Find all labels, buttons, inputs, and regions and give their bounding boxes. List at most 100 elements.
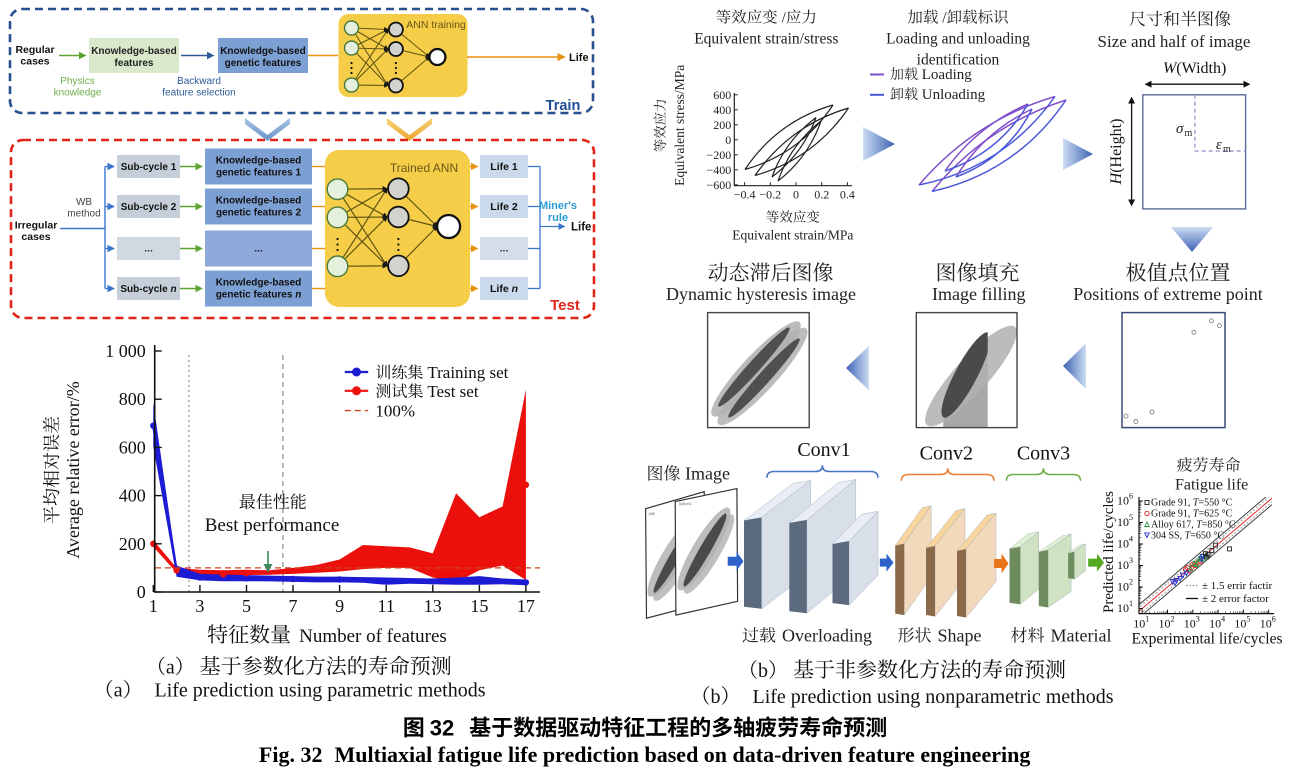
svg-text:−200: −200 (707, 148, 732, 162)
svg-text:−0.2: −0.2 (759, 188, 781, 202)
svg-text:Life: Life (569, 52, 589, 64)
svg-text:0.4: 0.4 (840, 188, 855, 202)
svg-text:800: 800 (119, 389, 146, 409)
svg-text:Irregular: Irregular (15, 220, 58, 232)
svg-text:5: 5 (1246, 615, 1250, 624)
svg-text:Positions of extreme point: Positions of extreme point (1073, 284, 1262, 304)
svg-text:10: 10 (1117, 537, 1129, 551)
svg-text:Backward: Backward (177, 76, 221, 87)
svg-text:b: b (711, 686, 721, 708)
svg-text:feature selection: feature selection (162, 88, 235, 99)
svg-text:3: 3 (195, 596, 204, 616)
svg-text:genetic features: genetic features (216, 290, 295, 301)
svg-text:10: 10 (1133, 617, 1145, 631)
svg-text:3: 3 (1129, 556, 1133, 565)
svg-text:Material: Material (1051, 625, 1112, 645)
svg-text:n: n (512, 283, 518, 295)
svg-text:5y5um2: 5y5um2 (679, 502, 692, 506)
svg-text:genetic features: genetic features (225, 58, 302, 69)
svg-text:Life: Life (571, 222, 591, 234)
svg-text:Regular: Regular (15, 44, 54, 56)
svg-text:−0.4: −0.4 (734, 188, 756, 202)
svg-text:/: / (778, 10, 787, 27)
svg-text:Life prediction using parametr: Life prediction using parametric methods (155, 680, 486, 702)
svg-text:Best performance: Best performance (205, 515, 340, 536)
svg-text:Dynamic hysteresis image: Dynamic hysteresis image (666, 284, 856, 304)
svg-text:...: ... (144, 243, 153, 255)
svg-text:rule: rule (548, 212, 568, 224)
svg-text:Life 1: Life 1 (490, 161, 518, 173)
svg-text:m: m (1223, 144, 1231, 155)
svg-text:4: 4 (1221, 615, 1225, 624)
svg-text:ANN training: ANN training (406, 19, 466, 31)
svg-text:11: 11 (378, 596, 395, 616)
svg-text:304 SS,: 304 SS, (1151, 531, 1185, 542)
svg-text:5: 5 (242, 596, 251, 616)
svg-text:4: 4 (1129, 535, 1133, 544)
svg-text:Overloading: Overloading (782, 625, 872, 645)
svg-text:10: 10 (1117, 558, 1129, 572)
svg-text:200: 200 (119, 534, 146, 554)
svg-text:Sub-cycle: Sub-cycle (120, 284, 170, 295)
svg-text:knowledge: knowledge (54, 88, 102, 99)
svg-text:400: 400 (713, 103, 731, 117)
svg-text:Image filling: Image filling (932, 284, 1025, 304)
svg-text:Test set: Test set (423, 382, 478, 401)
svg-text:2: 2 (1171, 615, 1175, 624)
svg-text:...: ... (500, 243, 509, 255)
svg-text:Equivalent strain/stress: Equivalent strain/stress (694, 30, 838, 47)
svg-text:0: 0 (137, 582, 146, 602)
svg-text:−600: −600 (707, 178, 732, 192)
svg-text:10: 10 (1117, 580, 1129, 594)
svg-text:=625 °C: =625 °C (1199, 509, 1233, 520)
svg-text:Number of features: Number of features (299, 626, 447, 647)
svg-text:n: n (295, 290, 301, 301)
svg-text:6: 6 (1129, 492, 1133, 501)
svg-text:Knowledge-based: Knowledge-based (216, 156, 302, 167)
svg-text:Loading: Loading (918, 67, 972, 83)
svg-text:10: 10 (1117, 601, 1129, 615)
svg-text:10: 10 (1117, 515, 1129, 529)
svg-text:10: 10 (1234, 617, 1246, 631)
svg-text:Multiaxial fatigue life predic: Multiaxial fatigue life prediction based… (335, 742, 1031, 767)
svg-text:Loading and unloading: Loading and unloading (886, 30, 1030, 47)
svg-text:b: b (758, 660, 768, 682)
svg-text:9: 9 (335, 596, 344, 616)
svg-text:=550 °C: =550 °C (1199, 498, 1233, 509)
svg-text:Life prediction using nonparam: Life prediction using nonparametric meth… (753, 686, 1114, 708)
svg-text:10: 10 (1209, 617, 1221, 631)
svg-text:Grade 91,: Grade 91, (1151, 509, 1193, 520)
svg-text:Sub-cycle 1: Sub-cycle 1 (121, 162, 177, 173)
svg-text:genetic features 2: genetic features 2 (216, 208, 301, 219)
svg-text:σ: σ (1176, 121, 1184, 137)
svg-text:Experimental life/cycles: Experimental life/cycles (1131, 631, 1282, 648)
svg-text:a: a (166, 657, 175, 679)
svg-text:a: a (114, 680, 123, 702)
svg-text:100%: 100% (375, 402, 415, 421)
svg-text:−400: −400 (707, 163, 732, 177)
svg-text:(Width): (Width) (1176, 60, 1226, 77)
svg-text:Sub-cycle 2: Sub-cycle 2 (121, 202, 177, 213)
svg-text:10: 10 (1117, 494, 1129, 508)
svg-text:/: / (938, 10, 947, 27)
svg-text:Physics: Physics (60, 76, 94, 87)
svg-text:features: features (115, 58, 154, 69)
svg-text:method: method (67, 209, 100, 220)
svg-text:A88: A88 (649, 512, 655, 516)
svg-text:Knowledge-based: Knowledge-based (91, 46, 177, 57)
svg-text:(Height): (Height) (1108, 119, 1125, 173)
svg-text:Equivalent stress/MPa: Equivalent stress/MPa (672, 65, 687, 186)
svg-text:1: 1 (1129, 599, 1133, 608)
svg-text:m: m (1185, 128, 1193, 139)
svg-text:ε: ε (1216, 137, 1222, 153)
svg-text:1: 1 (149, 596, 158, 616)
svg-text:15: 15 (470, 596, 488, 616)
svg-text:Image: Image (681, 463, 730, 483)
svg-text:1: 1 (1145, 615, 1149, 624)
svg-text:Knowledge-based: Knowledge-based (216, 196, 302, 207)
svg-text:WB: WB (76, 197, 92, 208)
svg-text:600: 600 (713, 88, 731, 102)
svg-text:Training set: Training set (423, 363, 508, 382)
svg-text:200: 200 (713, 118, 731, 132)
svg-text:13: 13 (424, 596, 442, 616)
